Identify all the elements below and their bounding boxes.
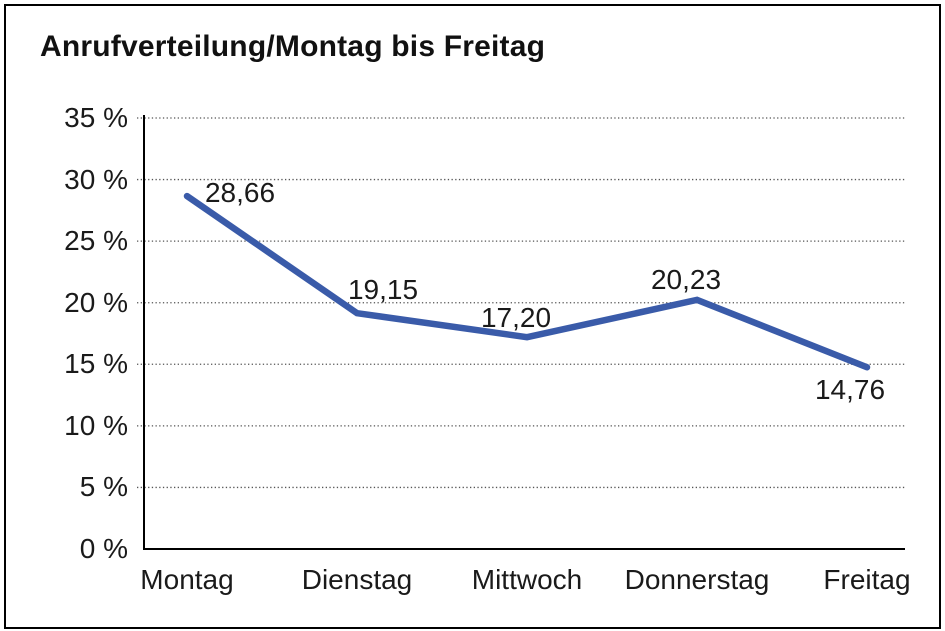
x-axis-category-label: Dienstag — [301, 564, 413, 595]
y-axis-tick-label: 20 % — [64, 286, 128, 318]
data-point-label: 14,76 — [814, 374, 886, 406]
y-axis-tick-label: 35 % — [64, 102, 128, 133]
x-axis-category-label: Montag — [140, 564, 234, 595]
data-point-label: 17,20 — [480, 302, 552, 334]
y-axis-tick-label: 25 % — [64, 225, 128, 257]
y-axis-tick-label: 10 % — [64, 409, 128, 441]
chart-title: Anrufverteilung/Montag bis Freitag — [40, 30, 546, 63]
data-point-label: 19,15 — [347, 274, 419, 306]
y-axis-tick-label: 15 % — [64, 348, 128, 380]
y-axis-tick-label: 30 % — [64, 163, 128, 195]
y-axis-tick-label: 5 % — [79, 471, 128, 503]
y-axis-tick-label: 0 % — [79, 533, 128, 564]
x-axis-category-label: Mittwoch — [471, 564, 583, 595]
data-point-label: 20,23 — [650, 263, 722, 295]
data-point-label: 28,66 — [204, 177, 276, 209]
x-axis-category-label: Freitag — [823, 564, 911, 595]
data-line — [183, 192, 871, 371]
x-axis-category-label: Donnerstag — [624, 564, 770, 595]
